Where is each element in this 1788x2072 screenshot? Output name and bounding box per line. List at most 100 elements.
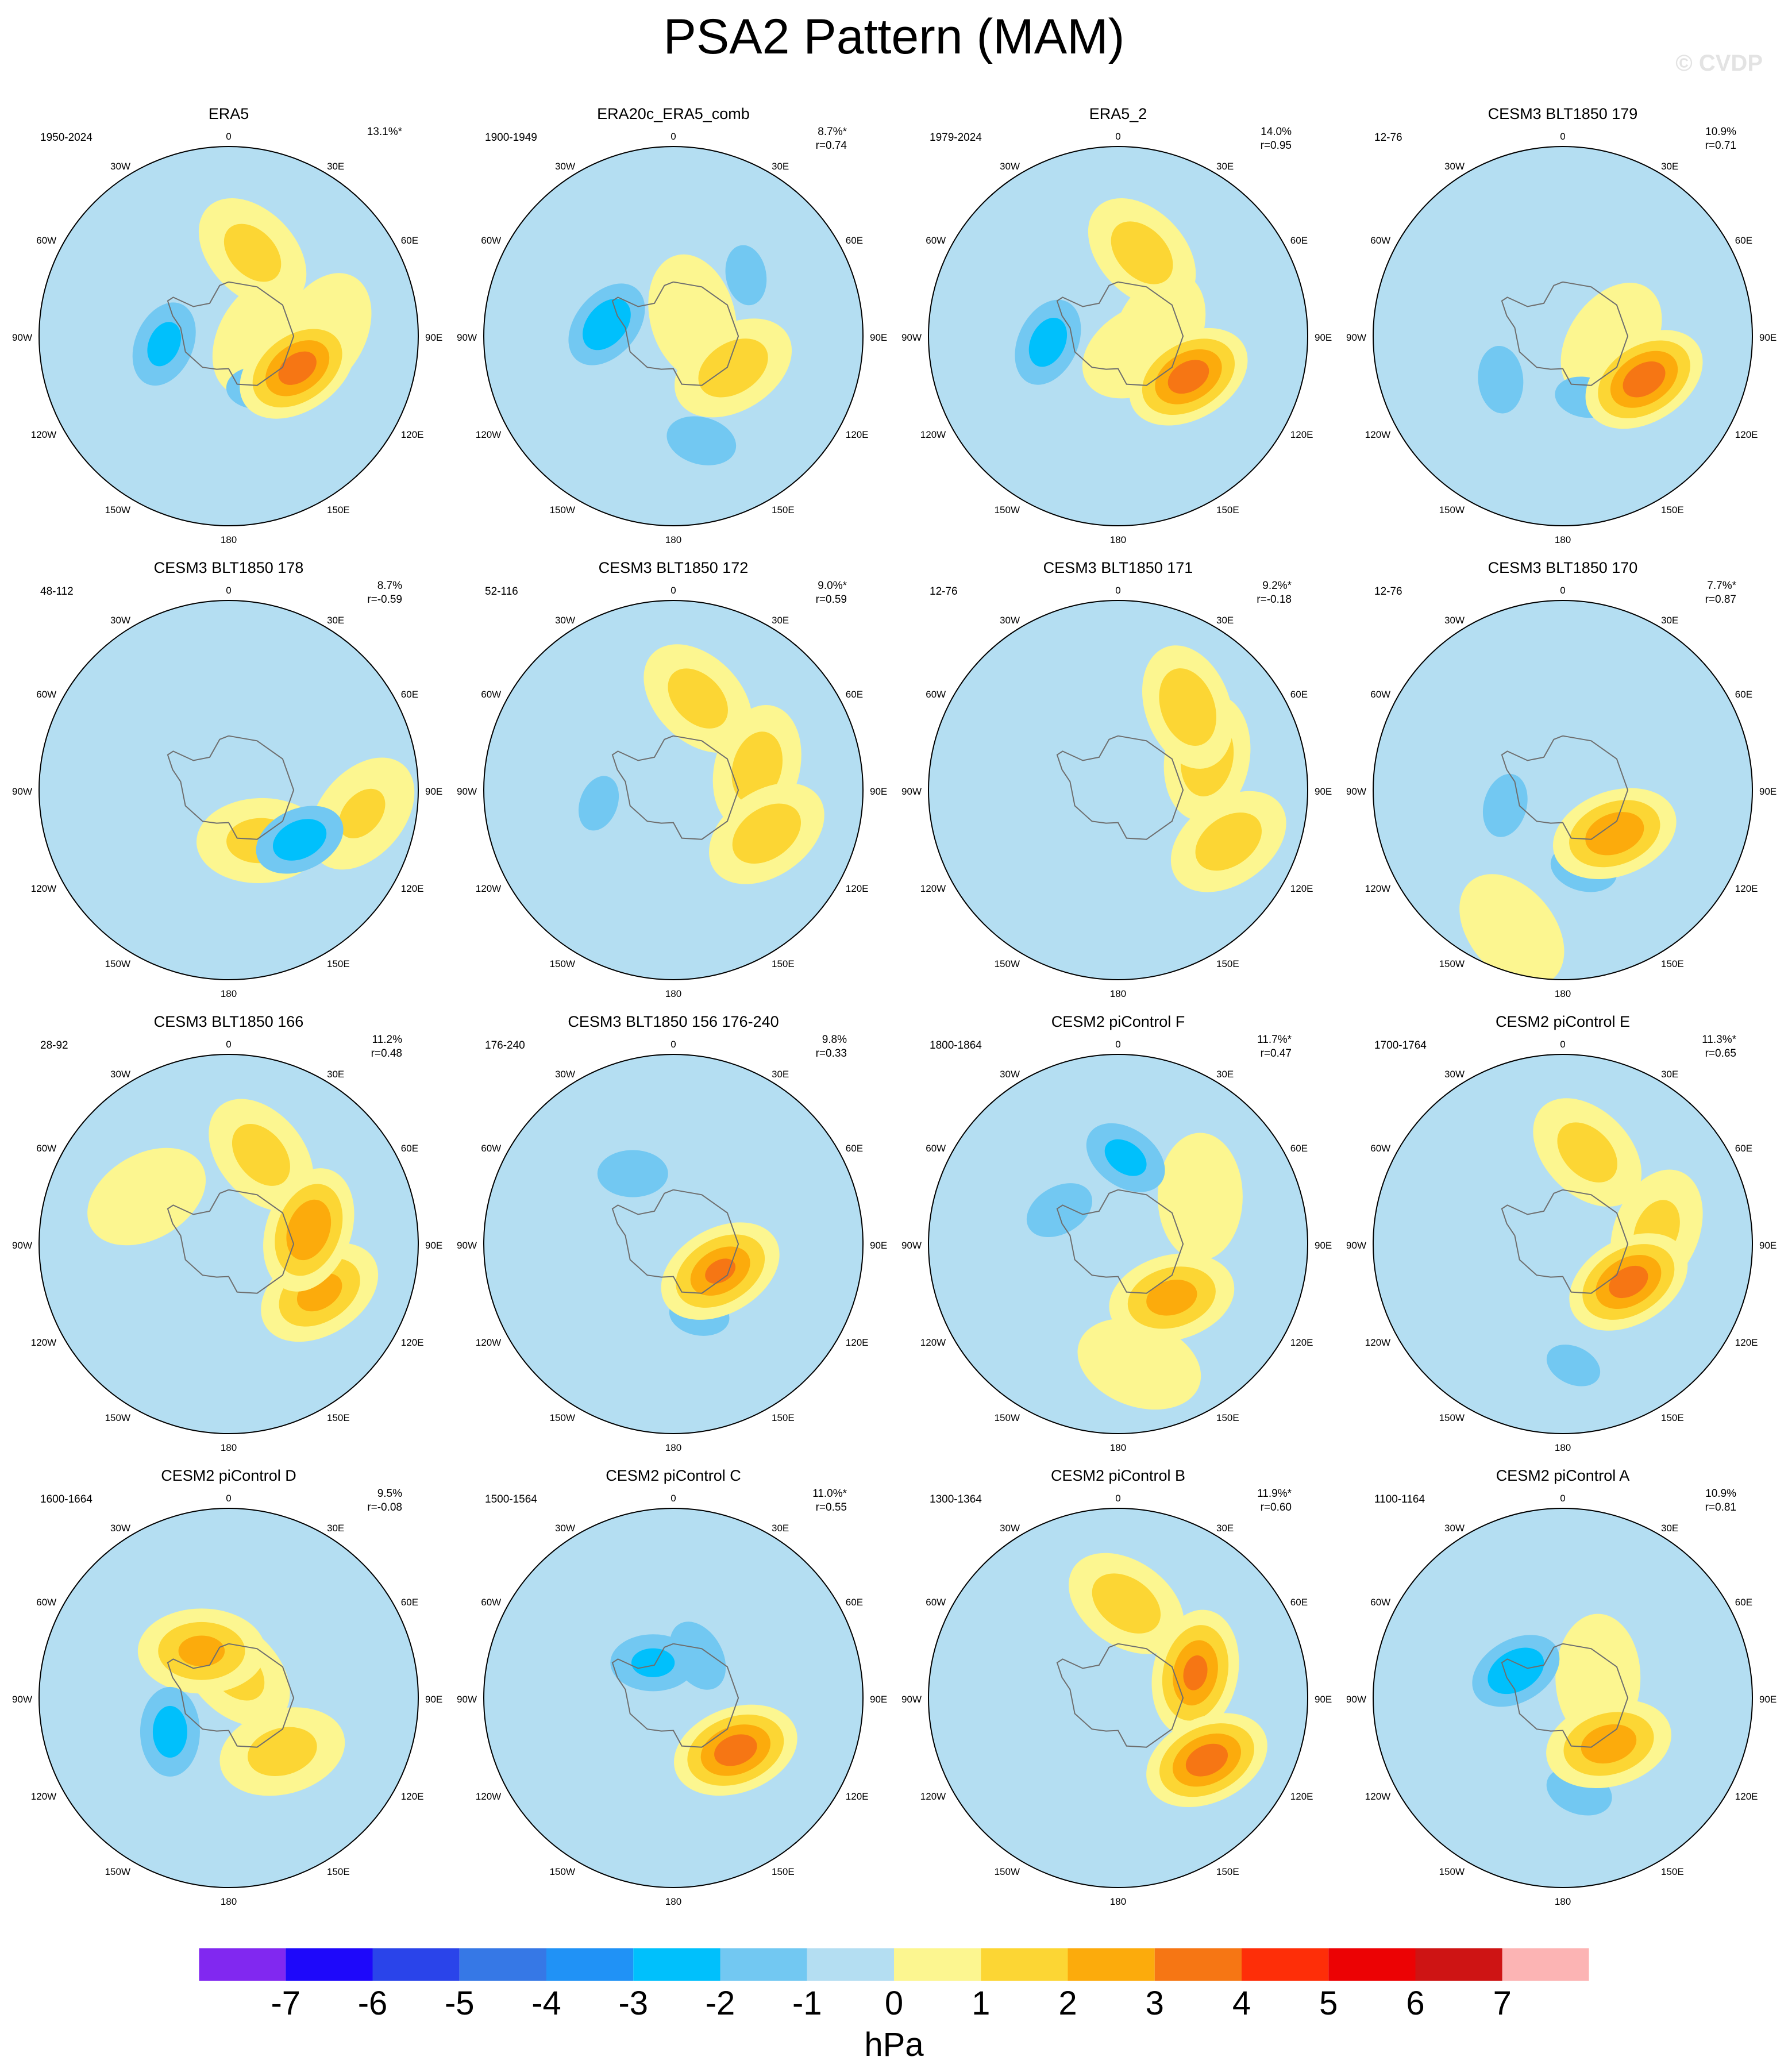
map-boundary <box>483 600 864 980</box>
lon-label-bottom: 180 <box>1110 534 1126 545</box>
lon-label-upper_left: 30W <box>1444 615 1465 626</box>
contour-4-3 <box>1609 1265 1648 1299</box>
lon-label-left_high: 60W <box>481 235 501 246</box>
lon-label-right_low: 120E <box>846 1337 869 1348</box>
panel-title: CESM3 BLT1850 179 <box>1488 105 1638 122</box>
lon-label-left_high: 60W <box>36 235 56 246</box>
colorbar-box-12 <box>1154 1948 1242 1981</box>
lon-label-left_low: 120W <box>1365 429 1390 440</box>
contour-5-2 <box>1146 1280 1197 1316</box>
lon-label-top: 0 <box>1115 1493 1120 1504</box>
lon-label-upper_left: 30W <box>110 161 130 172</box>
contour-3-1 <box>597 1150 668 1197</box>
panel-period: 1800-1864 <box>930 1039 982 1052</box>
lon-label-right: 90E <box>425 332 442 343</box>
lon-label-right: 90E <box>1759 1240 1777 1251</box>
lon-label-right_low: 120E <box>1735 1337 1758 1348</box>
lon-label-bottom: 180 <box>665 1442 681 1453</box>
lon-label-left_high: 60W <box>481 689 501 700</box>
contour-4-2 <box>1581 1724 1637 1764</box>
map-panel-11: CESM2 piControl F 1800-1864 11.7%*r=0.47 0 3… <box>901 1013 1332 1453</box>
field-background <box>1373 147 1752 526</box>
lon-label-upper_right: 30E <box>1661 161 1678 172</box>
lon-label-lower_left: 150W <box>995 1412 1020 1423</box>
lon-label-right_high: 60E <box>1735 689 1752 700</box>
colorbar-box-11 <box>1068 1948 1155 1981</box>
lon-label-left: 90W <box>1346 1694 1366 1705</box>
panel-variance: 11.2% <box>372 1034 403 1046</box>
lon-label-lower_left: 150W <box>105 504 130 515</box>
lon-label-left_high: 60W <box>1370 1597 1390 1608</box>
lon-label-right_low: 120E <box>1735 1791 1758 1802</box>
panel-title: CESM2 piControl B <box>1051 1467 1185 1484</box>
panel-correlation: r=0.33 <box>816 1047 847 1060</box>
colorbar-tick-label: 2 <box>1058 1985 1077 2022</box>
lon-label-left_low: 120W <box>920 1337 946 1348</box>
lon-label-right_low: 120E <box>401 883 424 894</box>
map-boundary <box>483 146 864 526</box>
lon-label-upper_right: 30E <box>327 1069 344 1080</box>
lon-label-left_low: 120W <box>476 1337 501 1348</box>
map-panel-7: CESM3 BLT1850 171 12-76 9.2%* r=-0.18 0 30E 60… <box>901 559 1332 999</box>
contour-5-3 <box>1623 361 1666 398</box>
contour-3-1 <box>1026 1183 1093 1238</box>
lon-label-left: 90W <box>901 1240 922 1251</box>
contour-5-2 <box>147 322 182 367</box>
map-panel-14: CESM2 piControl C 1500-1564 11.0%*r=0.55 0 3… <box>457 1467 887 1907</box>
lon-label-bottom: 180 <box>1555 1442 1571 1453</box>
lon-label-upper_left: 30W <box>555 1069 575 1080</box>
panel-variance: 14.0% <box>1261 126 1292 138</box>
anomaly-field <box>1373 600 1752 980</box>
antarctica-coastline <box>611 735 739 840</box>
lon-label-right_high: 60E <box>846 235 863 246</box>
map-boundary <box>928 1054 1308 1434</box>
panel-correlation: r=-0.18 <box>1257 594 1292 606</box>
contour-4-2 <box>1585 812 1644 856</box>
anomaly-field <box>1373 1508 1752 1888</box>
field-background <box>928 600 1308 980</box>
lon-label-lower_left: 150W <box>105 1412 130 1423</box>
lon-label-right_high: 60E <box>1290 1143 1308 1154</box>
lon-label-lower_right: 150E <box>1216 1866 1239 1877</box>
contour-4-2 <box>1104 1139 1147 1176</box>
panel-title: CESM3 BLT1850 178 <box>154 559 304 576</box>
panel-title: CESM3 BLT1850 170 <box>1488 559 1638 576</box>
lon-label-upper_right: 30E <box>772 1069 789 1080</box>
lon-label-upper_left: 30W <box>555 1523 575 1534</box>
lon-label-right_low: 120E <box>1735 429 1758 440</box>
map-boundary <box>928 600 1308 980</box>
lon-label-upper_left: 30W <box>1444 161 1465 172</box>
lon-label-lower_left: 150W <box>1439 1412 1465 1423</box>
lon-label-right_high: 60E <box>1735 1597 1752 1608</box>
colorbar-box-7 <box>720 1948 807 1981</box>
lon-label-right_high: 60E <box>846 1597 863 1608</box>
lon-label-upper_right: 30E <box>1216 615 1234 626</box>
lon-label-bottom: 180 <box>1110 1442 1126 1453</box>
lon-label-left_high: 60W <box>481 1597 501 1608</box>
panel-title: ERA5_2 <box>1089 105 1147 122</box>
lon-label-right_high: 60E <box>401 1143 418 1154</box>
contour-5-2 <box>1488 1647 1544 1694</box>
panel-correlation: r=0.95 <box>1261 140 1292 152</box>
antarctica-coastline <box>1501 1643 1629 1748</box>
contour-1-0 <box>87 1147 206 1246</box>
lon-label-top: 0 <box>226 585 231 596</box>
lon-label-left_high: 60W <box>1370 235 1390 246</box>
contour-4-2 <box>1028 317 1068 367</box>
lon-label-top: 0 <box>1560 585 1565 596</box>
contour-6-3 <box>278 351 317 385</box>
contour-5-1 <box>1159 668 1216 746</box>
lon-label-upper_right: 30E <box>772 161 789 172</box>
panel-period: 52-116 <box>485 586 518 598</box>
lon-label-lower_right: 150E <box>1661 1866 1684 1877</box>
colorbar-box-10 <box>981 1948 1068 1981</box>
contour-4-1 <box>698 338 768 398</box>
panel-correlation: r=-0.59 <box>367 594 402 606</box>
field-background <box>1373 600 1752 980</box>
lon-label-right_low: 120E <box>1290 883 1313 894</box>
lon-label-left_low: 120W <box>31 883 56 894</box>
lon-label-left_low: 120W <box>920 1791 946 1802</box>
panel-title: ERA5 <box>209 105 249 122</box>
